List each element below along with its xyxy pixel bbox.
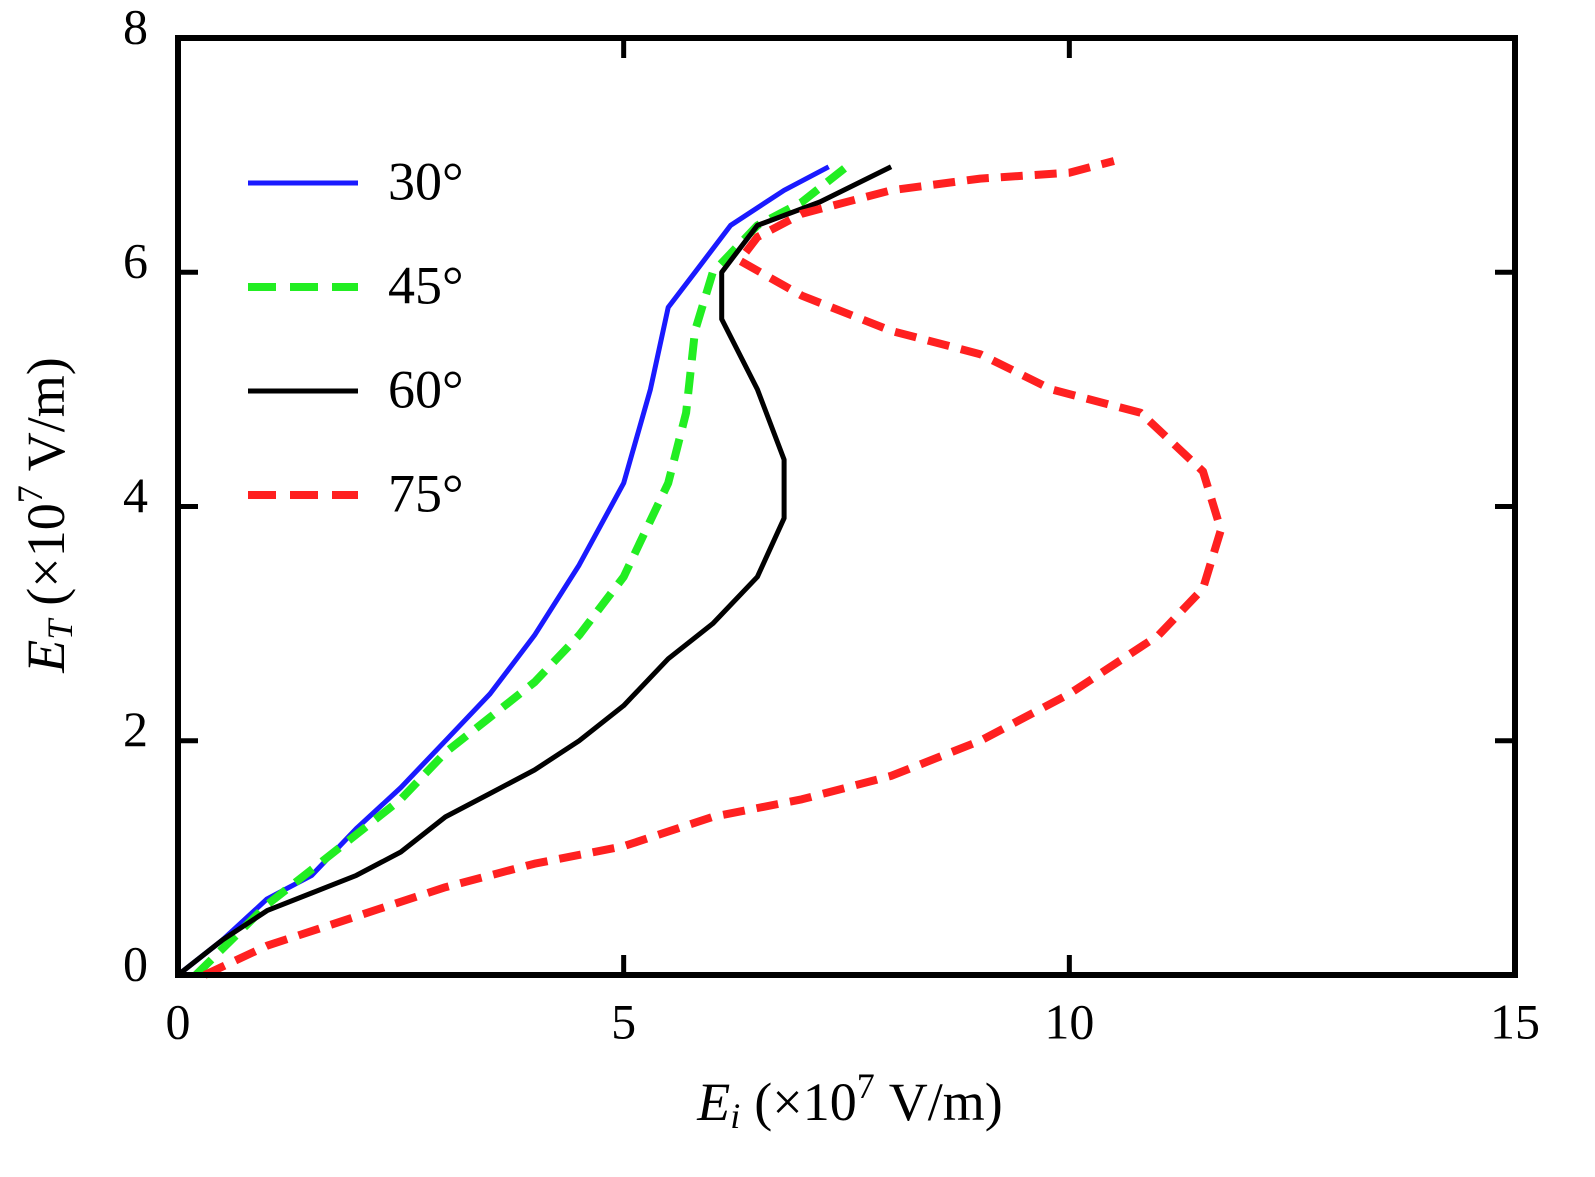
series-line — [192, 163, 849, 978]
axis-label-sup: 7 — [10, 485, 50, 503]
axis-label-text: (×10 — [16, 503, 76, 605]
y-tick-label: 4 — [123, 467, 148, 523]
x-tick-label: 5 — [611, 993, 636, 1049]
x-tick-label: 10 — [1044, 993, 1094, 1049]
axis-label-sub: i — [730, 1096, 740, 1136]
axis-label-sup: 7 — [857, 1066, 875, 1106]
y-tick-label: 0 — [123, 935, 148, 991]
plot-frame — [175, 35, 1518, 978]
axis-label-unit: V/m) — [16, 357, 76, 471]
legend-label: 60° — [388, 359, 464, 419]
axis-label-var: E — [696, 1072, 730, 1132]
axis-label-unit: V/m) — [889, 1072, 1003, 1132]
y-tick-label: 2 — [123, 701, 148, 757]
axis-label-var: E — [16, 640, 76, 674]
x-tick-label: 0 — [166, 993, 191, 1049]
axis-label-text: (×10 — [754, 1072, 856, 1132]
x-tick-label: 15 — [1490, 993, 1540, 1049]
legend-label: 75° — [388, 463, 464, 523]
legend-label: 30° — [388, 151, 464, 211]
series-line — [176, 164, 893, 977]
legend-label: 45° — [388, 255, 464, 315]
y-tick-label: 6 — [123, 233, 148, 289]
axis-label-sub: T — [40, 617, 80, 640]
y-tick-label: 8 — [123, 0, 148, 54]
series-line — [202, 157, 1225, 979]
axis-label: ET (×107 V/m) — [10, 357, 80, 673]
axis-label: Ei (×107 V/m) — [696, 1066, 1002, 1136]
